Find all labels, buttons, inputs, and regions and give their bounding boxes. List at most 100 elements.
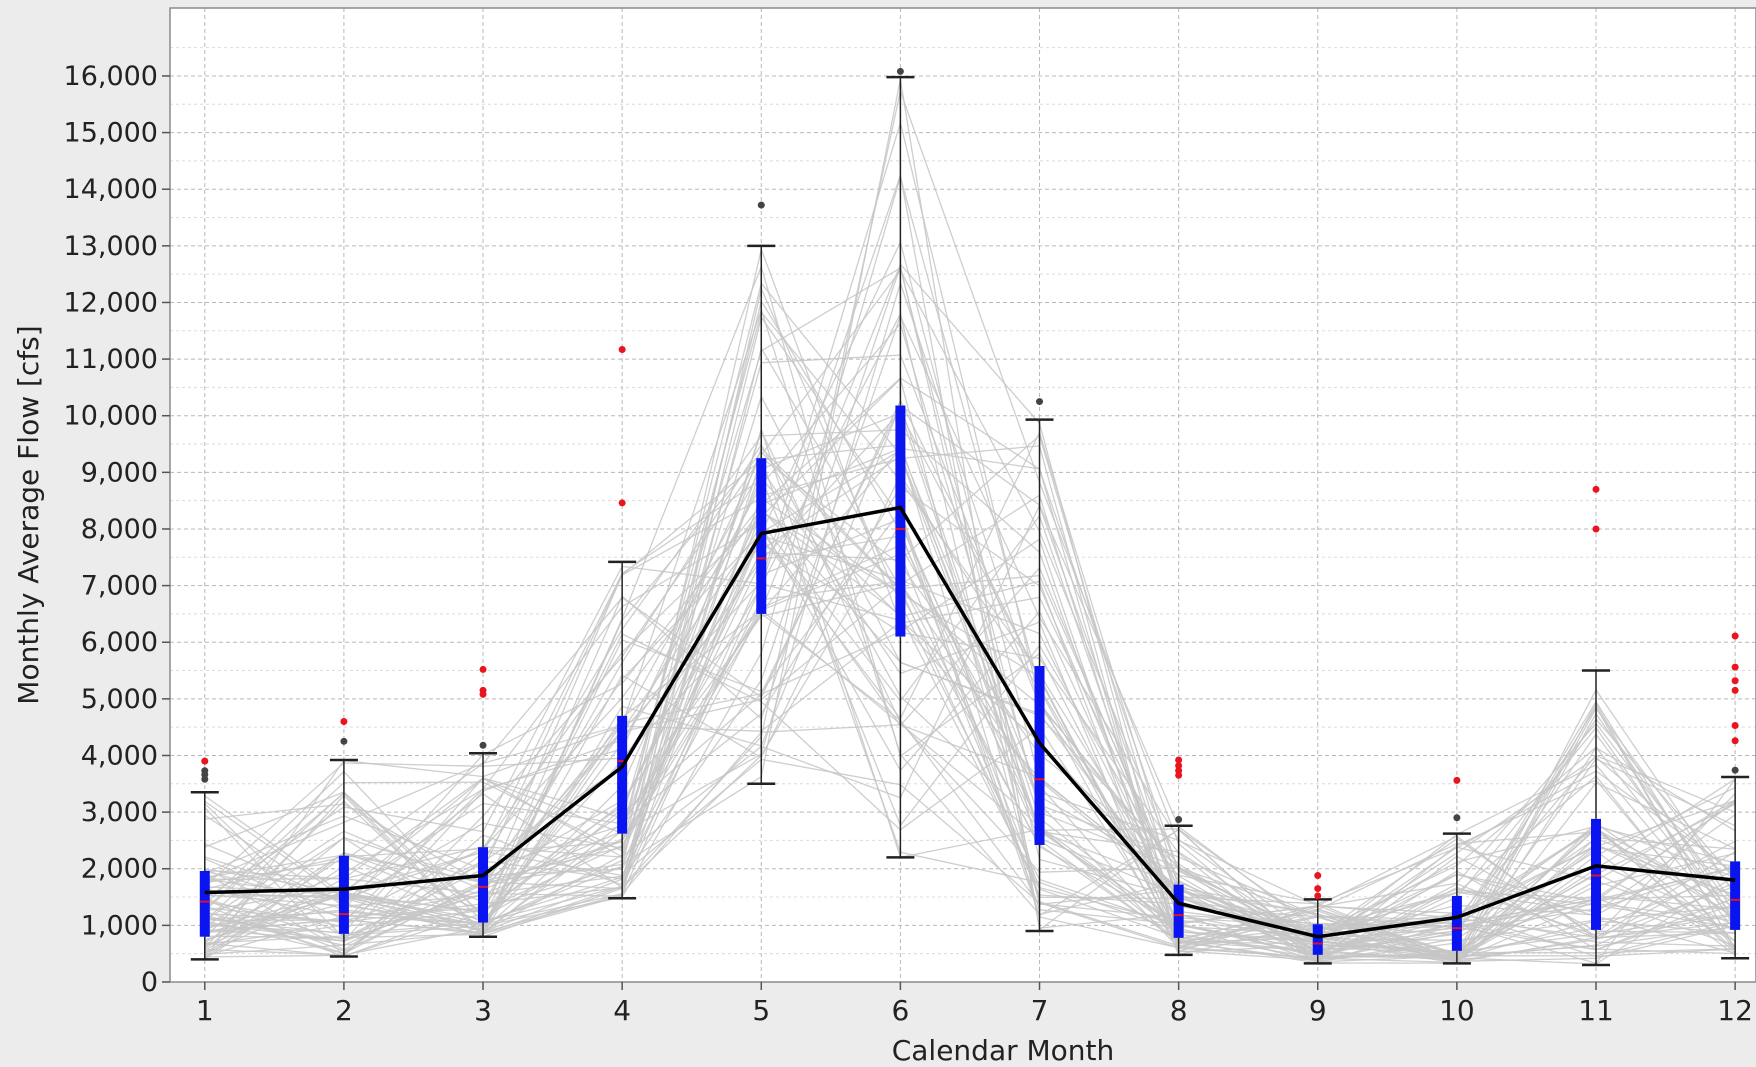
x-tick-label: 1 [196, 994, 214, 1027]
yearly-trace [204, 633, 1736, 943]
yearly-trace [204, 553, 1736, 960]
y-tick-label: 5,000 [81, 684, 158, 715]
y-tick-label: 6,000 [81, 627, 158, 658]
box-iqr [338, 855, 349, 934]
box-month-4 [608, 345, 637, 900]
outlier-point [618, 499, 626, 507]
yearly-trace [204, 412, 1736, 962]
yearly-trace [204, 79, 1736, 955]
y-tick-label: 16,000 [64, 61, 158, 92]
mean-line [204, 505, 1736, 939]
x-tick-label: 7 [1031, 994, 1049, 1027]
outlier-point [1592, 485, 1600, 493]
yearly-trace [204, 718, 1736, 955]
yearly-trace [204, 377, 1736, 963]
y-tick-label: 0 [141, 967, 158, 998]
x-tick-label: 10 [1439, 994, 1475, 1027]
outlier-point [1453, 776, 1461, 784]
yearly-trace [204, 280, 1736, 959]
yearly-trace [204, 447, 1736, 955]
outlier-point [1731, 737, 1739, 745]
x-tick-label: 5 [752, 994, 770, 1027]
box-iqr [478, 847, 489, 923]
outlier-point [1314, 892, 1322, 900]
box-month-9 [1303, 872, 1332, 965]
yearly-trace [204, 120, 1736, 961]
outlier-point [201, 757, 209, 765]
box-iqr [1034, 666, 1045, 845]
x-tick-label: 8 [1170, 994, 1188, 1027]
yearly-trace [204, 476, 1736, 954]
y-tick-label: 8,000 [81, 514, 158, 545]
box-plot-layer [190, 67, 1750, 967]
yearly-trace [204, 497, 1736, 952]
outlier-point [757, 201, 765, 209]
outlier-point [1314, 872, 1322, 880]
y-tick-label: 14,000 [64, 174, 158, 205]
yearly-traces-layer [204, 79, 1736, 965]
x-axis-label: Calendar Month [892, 1034, 1115, 1067]
box-month-6 [886, 67, 915, 859]
yearly-trace [204, 286, 1736, 951]
x-tick-label: 4 [613, 994, 631, 1027]
yearly-trace [204, 535, 1736, 957]
y-tick-label: 13,000 [64, 231, 158, 262]
yearly-trace [204, 240, 1736, 948]
y-tick-label: 12,000 [64, 287, 158, 318]
box-iqr [1730, 861, 1741, 930]
yearly-trace [204, 398, 1736, 960]
box-iqr [895, 405, 906, 637]
yearly-trace [204, 172, 1736, 963]
yearly-trace [204, 410, 1736, 958]
box-month-8 [1164, 756, 1193, 957]
box-month-11 [1582, 485, 1611, 967]
mean-line-layer [204, 505, 1736, 939]
yearly-trace [204, 174, 1736, 940]
x-tick-label: 3 [474, 994, 492, 1027]
outlier-point [1731, 686, 1739, 694]
yearly-trace [204, 307, 1736, 964]
x-tick-label: 2 [335, 994, 353, 1027]
y-tick-label: 1,000 [81, 910, 158, 941]
box-month-7 [1025, 398, 1054, 933]
outlier-point [1175, 762, 1183, 770]
outlier-point [1175, 767, 1183, 775]
outlier-point [1731, 632, 1739, 640]
yearly-trace [204, 310, 1736, 965]
outlier-point [340, 737, 348, 745]
tick-layer: 0 1,000 2,000 3,000 4,000 5,000 6,000 7,000 8,00… [64, 61, 1753, 1027]
outlier-point [201, 767, 209, 775]
box-month-10 [1442, 776, 1471, 965]
plot-frame [169, 7, 1756, 983]
yearly-trace [204, 445, 1736, 953]
y-tick-label: 7,000 [81, 571, 158, 602]
outlier-point [618, 345, 626, 353]
yearly-trace [204, 447, 1736, 964]
yearly-trace [204, 434, 1736, 951]
yearly-trace [204, 377, 1736, 946]
box-month-1 [190, 757, 219, 961]
box-month-2 [329, 718, 358, 958]
outlier-point [1731, 677, 1739, 685]
box-month-12 [1721, 632, 1750, 960]
outlier-point [479, 741, 487, 749]
box-iqr [1591, 818, 1602, 930]
x-tick-label: 9 [1309, 994, 1327, 1027]
box-iqr [199, 871, 210, 937]
outlier-point [479, 665, 487, 673]
yearly-trace [204, 522, 1736, 963]
outlier-point [1453, 814, 1461, 822]
outlier-point [340, 718, 348, 726]
y-axis-label: Monthly Average Flow [cfs] [12, 325, 45, 704]
outlier-point [1592, 525, 1600, 533]
y-tick-label: 15,000 [64, 118, 158, 149]
plot-area [170, 8, 1756, 982]
yearly-trace [204, 281, 1736, 955]
box-iqr [1173, 884, 1184, 938]
yearly-trace [204, 404, 1736, 956]
box-iqr [1312, 924, 1323, 955]
outlier-point [479, 686, 487, 694]
y-tick-label: 2,000 [81, 854, 158, 885]
outlier-point [1731, 766, 1739, 774]
x-tick-label: 11 [1578, 994, 1614, 1027]
